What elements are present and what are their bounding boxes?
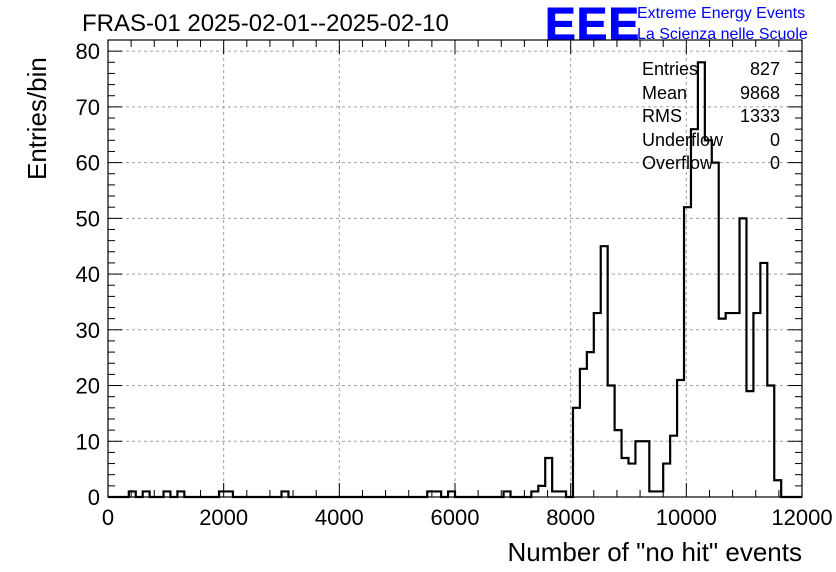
stats-key: Underflow (642, 129, 724, 150)
logo-line-1: Extreme Energy Events (637, 5, 806, 22)
x-tick-label: 2000 (199, 505, 248, 530)
stats-key: RMS (642, 106, 682, 126)
x-tick-label: 10000 (656, 505, 717, 530)
stats-row: Entries 827 (642, 58, 780, 82)
stats-value: 0 (769, 153, 780, 173)
stats-row: Underflow 0 (642, 129, 780, 153)
x-tick-label: 0 (102, 505, 114, 530)
eee-logo: EEE Extreme Energy Events La Scienza nel… (544, 1, 835, 48)
stats-row: Overflow 0 (642, 152, 780, 176)
x-axis-label: Number of "no hit" events (507, 537, 803, 567)
logo-line-2: La Scienza nelle Scuole (637, 26, 808, 43)
stats-key: Mean (642, 82, 688, 103)
y-tick-label: 70 (76, 95, 100, 120)
x-tick-label: 4000 (315, 505, 364, 530)
y-tick-label: 0 (88, 485, 100, 510)
x-tick-label: 6000 (431, 505, 480, 530)
y-tick-label: 40 (76, 262, 100, 287)
x-tick-label: 12000 (771, 505, 832, 530)
stats-row: Mean 9868 (642, 82, 780, 106)
y-tick-label: 30 (76, 318, 100, 343)
stats-value: 9868 (739, 82, 780, 103)
y-tick-label: 20 (76, 374, 100, 399)
y-tick-label: 60 (76, 151, 100, 176)
stats-row: RMS 1333 (642, 105, 780, 129)
stats-value: 0 (769, 129, 780, 150)
y-tick-label: 50 (76, 206, 100, 231)
chart-title: FRAS-01 2025-02-01--2025-02-10 (82, 10, 449, 37)
stats-key: Overflow (642, 153, 714, 173)
stats-value: 1333 (739, 106, 780, 126)
histogram-series (108, 61, 802, 499)
stats-value: 827 (749, 59, 780, 79)
y-tick-label: 10 (76, 429, 100, 454)
x-tick-label: 8000 (546, 505, 595, 530)
y-tick-label: 80 (76, 39, 100, 64)
stats-key: Entries (642, 59, 699, 79)
stats-box: Entries 827 Mean 9868 RMS 1333 Underflow 0 Overf… (642, 58, 780, 176)
